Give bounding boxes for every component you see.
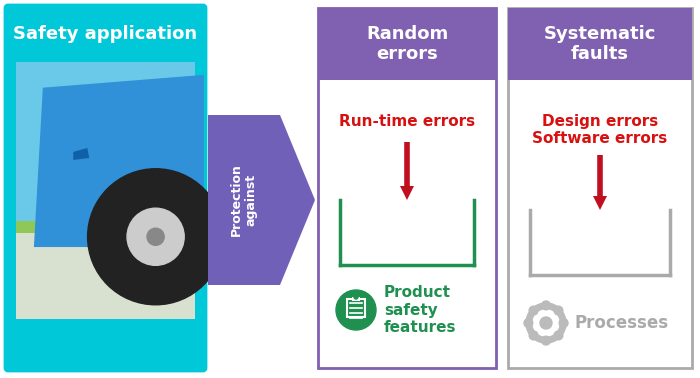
Polygon shape: [208, 115, 315, 285]
FancyArrow shape: [593, 155, 607, 210]
Polygon shape: [34, 75, 204, 247]
FancyBboxPatch shape: [5, 5, 206, 371]
Text: Safety application: Safety application: [13, 25, 197, 43]
Circle shape: [127, 208, 184, 265]
Text: Systematic
faults: Systematic faults: [544, 25, 656, 64]
Text: Design errors
Software errors: Design errors Software errors: [533, 114, 668, 146]
FancyBboxPatch shape: [10, 10, 201, 58]
FancyBboxPatch shape: [352, 297, 360, 301]
Circle shape: [336, 290, 376, 330]
Text: Run-time errors: Run-time errors: [339, 115, 475, 130]
Circle shape: [554, 306, 563, 315]
Circle shape: [147, 228, 164, 245]
Text: Random
errors: Random errors: [366, 25, 448, 64]
Circle shape: [88, 169, 223, 305]
FancyBboxPatch shape: [16, 222, 195, 233]
Text: Product
safety
features: Product safety features: [384, 285, 456, 335]
FancyBboxPatch shape: [508, 8, 692, 368]
Circle shape: [526, 303, 566, 343]
FancyBboxPatch shape: [318, 8, 496, 368]
FancyArrow shape: [400, 142, 414, 200]
Circle shape: [559, 319, 568, 327]
Polygon shape: [74, 148, 90, 160]
Circle shape: [533, 310, 559, 336]
FancyBboxPatch shape: [16, 62, 195, 319]
Circle shape: [354, 295, 358, 299]
Circle shape: [529, 331, 538, 340]
Text: Protection
against: Protection against: [230, 164, 258, 236]
Circle shape: [540, 317, 552, 329]
Circle shape: [524, 319, 533, 327]
Circle shape: [554, 331, 563, 340]
FancyBboxPatch shape: [16, 222, 195, 319]
FancyBboxPatch shape: [318, 8, 496, 80]
Text: Braking system: Braking system: [33, 337, 179, 355]
Circle shape: [529, 306, 538, 315]
FancyBboxPatch shape: [508, 8, 692, 80]
Circle shape: [542, 301, 550, 310]
Circle shape: [542, 336, 550, 345]
Text: Processes: Processes: [574, 314, 668, 332]
FancyBboxPatch shape: [16, 62, 195, 319]
